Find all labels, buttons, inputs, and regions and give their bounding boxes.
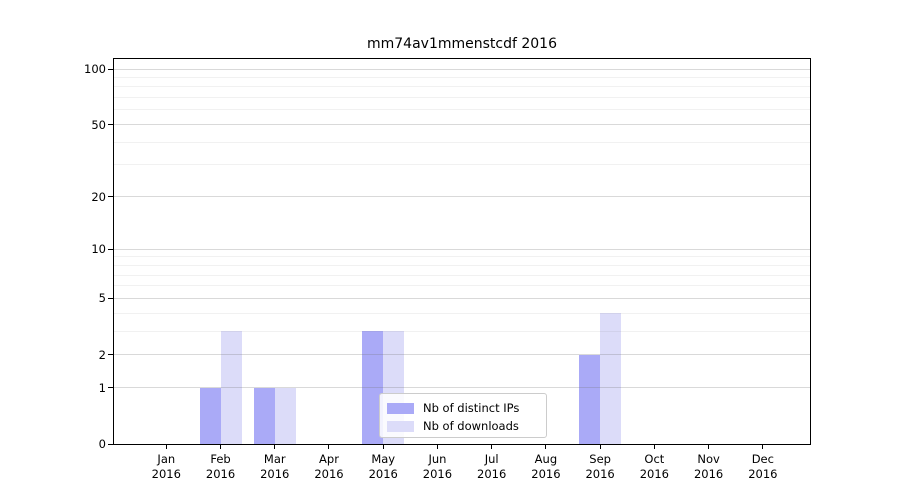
y-tick-label: 2 bbox=[98, 347, 106, 362]
x-tick-mark bbox=[382, 444, 384, 449]
gridline-minor bbox=[114, 264, 810, 266]
bar-downloads-sep bbox=[600, 313, 622, 444]
y-tick-label: 20 bbox=[91, 189, 106, 204]
gridline-major bbox=[114, 196, 810, 198]
bar-downloads-feb bbox=[220, 331, 242, 444]
x-tick-mark bbox=[708, 444, 710, 449]
y-tick-label: 1 bbox=[98, 380, 106, 395]
legend-label-downloads: Nb of downloads bbox=[423, 419, 519, 433]
gridline-minor bbox=[114, 274, 810, 276]
x-tick-mark bbox=[274, 444, 276, 449]
x-tick-label: Mar 2016 bbox=[260, 452, 290, 481]
gridline-minor bbox=[114, 312, 810, 314]
y-tick-mark bbox=[108, 248, 114, 250]
gridline-minor bbox=[114, 141, 810, 143]
gridline-major bbox=[114, 354, 810, 356]
x-tick-mark bbox=[165, 444, 167, 449]
legend: Nb of distinct IPs Nb of downloads bbox=[379, 393, 547, 438]
legend-swatch-downloads bbox=[387, 420, 414, 432]
x-tick-label: Feb 2016 bbox=[205, 452, 236, 481]
y-tick-label: 50 bbox=[91, 117, 106, 132]
x-tick-label: Jul 2016 bbox=[477, 452, 507, 481]
plot-area: 0 1 2 5 10 20 50 100 Jan 2016 Feb 2016 Mar 2016 Apr 201… bbox=[84, 58, 811, 481]
y-tick-mark bbox=[108, 196, 114, 198]
gridline-minor bbox=[114, 86, 810, 88]
x-tick-mark bbox=[328, 444, 330, 449]
gridline-minor bbox=[114, 76, 810, 78]
bar-distinct-ips-sep bbox=[579, 354, 601, 444]
gridline-minor bbox=[114, 164, 810, 166]
x-tick-label: Jan 2016 bbox=[151, 452, 181, 481]
y-tick-mark bbox=[108, 124, 114, 126]
legend-item-downloads: Nb of downloads bbox=[387, 417, 539, 435]
gridline-major bbox=[114, 387, 810, 389]
x-tick-label: Dec 2016 bbox=[748, 452, 778, 481]
x-tick-mark bbox=[545, 444, 547, 449]
gridline-major bbox=[114, 248, 810, 250]
gridline-minor bbox=[114, 109, 810, 111]
x-tick-mark bbox=[762, 444, 764, 449]
gridline-major bbox=[114, 297, 810, 299]
chart-title: mm74av1mmenstcdf 2016 bbox=[367, 36, 557, 52]
x-tick-label: May 2016 bbox=[368, 452, 398, 481]
x-tick-label: Oct 2016 bbox=[639, 452, 669, 481]
y-tick-label: 100 bbox=[84, 62, 106, 76]
x-tick-label: Jun 2016 bbox=[422, 452, 453, 481]
y-tick-label: 5 bbox=[98, 291, 106, 306]
bar-downloads-mar bbox=[274, 387, 296, 444]
legend-label-distinct-ips: Nb of distinct IPs bbox=[423, 401, 520, 415]
y-tick-label: 10 bbox=[91, 242, 106, 257]
gridline-minor bbox=[114, 256, 810, 258]
bar-distinct-ips-feb bbox=[199, 387, 221, 444]
y-tick-mark bbox=[108, 443, 114, 445]
gridline-major bbox=[114, 68, 810, 70]
bar-distinct-ips-mar bbox=[253, 387, 275, 444]
x-tick-mark bbox=[653, 444, 655, 449]
x-tick-mark bbox=[220, 444, 222, 449]
legend-swatch-distinct-ips bbox=[387, 402, 414, 414]
gridline-minor bbox=[114, 330, 810, 332]
x-tick-mark bbox=[599, 444, 601, 449]
gridline-minor bbox=[114, 97, 810, 99]
x-tick-mark bbox=[436, 444, 438, 449]
y-tick-label: 0 bbox=[98, 437, 106, 451]
x-tick-label: Aug 2016 bbox=[531, 452, 561, 481]
bar-distinct-ips-may bbox=[362, 331, 384, 444]
y-tick-mark bbox=[108, 387, 114, 389]
legend-item-distinct-ips: Nb of distinct IPs bbox=[387, 399, 539, 417]
gridline-minor bbox=[114, 285, 810, 287]
x-tick-label: Apr 2016 bbox=[314, 452, 344, 481]
x-tick-label: Sep 2016 bbox=[585, 452, 615, 481]
x-tick-mark bbox=[491, 444, 493, 449]
y-tick-mark bbox=[108, 297, 114, 299]
y-tick-mark bbox=[108, 68, 114, 70]
gridline-major bbox=[114, 124, 810, 126]
x-tick-label: Nov 2016 bbox=[693, 452, 724, 481]
y-tick-mark bbox=[108, 354, 114, 356]
